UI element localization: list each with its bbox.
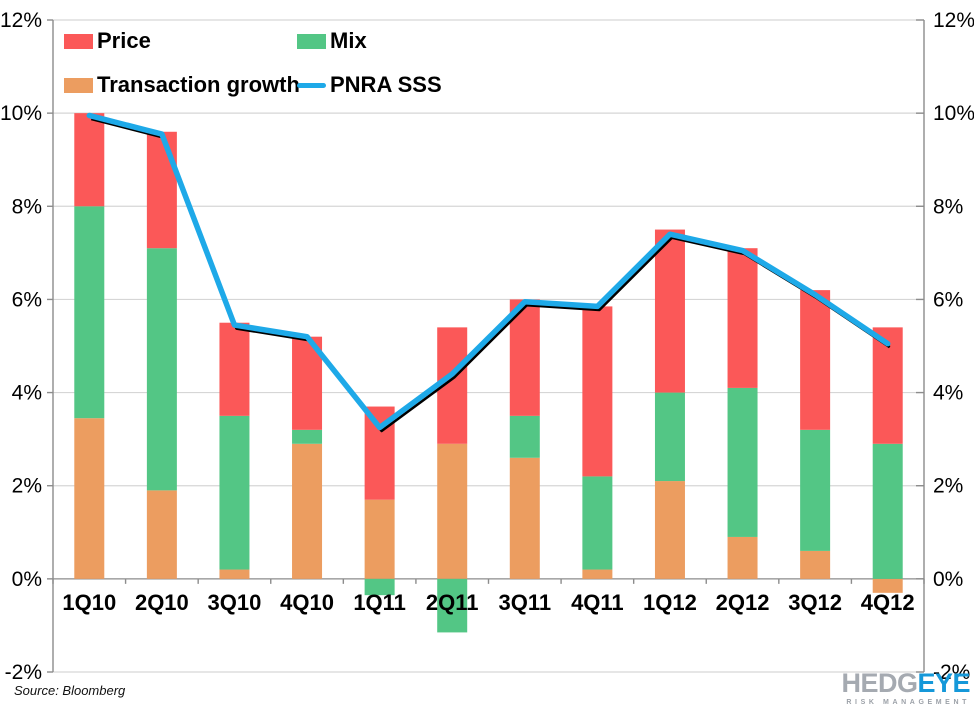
logo-text-primary: HEDG — [841, 668, 918, 698]
svg-text:8%: 8% — [933, 195, 963, 218]
legend-label-transaction-growth: Transaction growth — [97, 72, 300, 97]
svg-text:8%: 8% — [12, 195, 42, 218]
svg-text:4Q11: 4Q11 — [571, 590, 624, 615]
svg-text:2Q10: 2Q10 — [135, 590, 189, 615]
legend-item-transaction-growth: Transaction growth — [64, 72, 300, 98]
svg-text:4Q12: 4Q12 — [861, 590, 915, 615]
legend-label-pnra-sss: PNRA SSS — [330, 72, 442, 97]
svg-text:4%: 4% — [12, 382, 42, 405]
svg-text:12%: 12% — [933, 9, 974, 32]
svg-text:2Q12: 2Q12 — [716, 590, 770, 615]
svg-text:3Q12: 3Q12 — [788, 590, 842, 615]
svg-text:1Q11: 1Q11 — [353, 590, 406, 615]
svg-text:-2%: -2% — [5, 661, 42, 684]
svg-text:-2%: -2% — [933, 661, 970, 684]
svg-text:12%: 12% — [0, 9, 42, 32]
svg-text:1Q10: 1Q10 — [62, 590, 116, 615]
legend-label-mix: Mix — [330, 28, 367, 53]
source-note: Source: Bloomberg — [14, 683, 126, 698]
svg-text:4Q10: 4Q10 — [280, 590, 334, 615]
svg-text:6%: 6% — [12, 288, 42, 311]
logo-text-accent: EYE — [917, 668, 970, 698]
legend-item-mix: Mix — [297, 28, 367, 54]
svg-text:3Q11: 3Q11 — [498, 590, 551, 615]
transaction-growth-swatch-icon — [64, 77, 93, 93]
mix-swatch-icon — [297, 33, 326, 49]
svg-text:4%: 4% — [933, 382, 963, 405]
svg-text:6%: 6% — [933, 288, 963, 311]
svg-text:3Q10: 3Q10 — [208, 590, 262, 615]
hedgeye-logo-tagline: RISK MANAGEMENT — [846, 699, 970, 706]
svg-text:1Q12: 1Q12 — [643, 590, 697, 615]
svg-text:2Q11: 2Q11 — [426, 590, 479, 615]
pnra-sss-line-swatch-icon — [297, 82, 326, 88]
price-swatch-icon — [64, 33, 93, 49]
hedgeye-logo-wordmark: HEDGEYE — [841, 670, 970, 697]
svg-text:0%: 0% — [12, 568, 42, 591]
svg-text:2%: 2% — [12, 475, 42, 498]
legend-item-price: Price — [64, 28, 151, 54]
legend-label-price: Price — [97, 28, 151, 53]
svg-text:0%: 0% — [933, 568, 963, 591]
svg-text:2%: 2% — [933, 475, 963, 498]
svg-text:10%: 10% — [933, 102, 974, 125]
svg-text:10%: 10% — [0, 102, 42, 125]
hedgeye-logo: HEDGEYE RISK MANAGEMENT — [841, 670, 970, 707]
legend-item-pnra-sss: PNRA SSS — [297, 72, 442, 98]
